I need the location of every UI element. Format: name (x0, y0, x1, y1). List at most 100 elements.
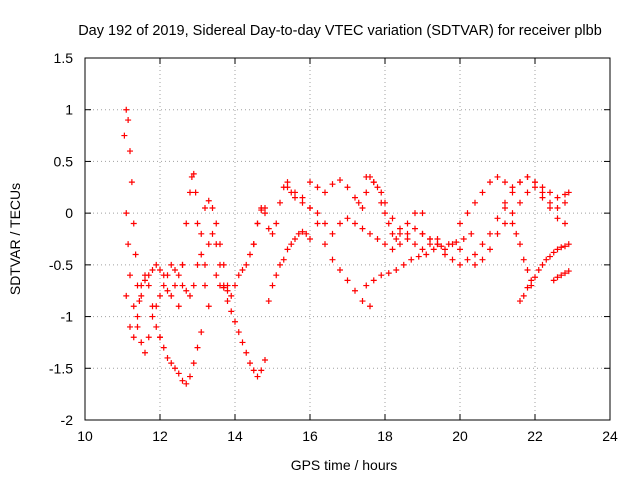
data-point (183, 220, 190, 227)
data-point (235, 272, 242, 279)
data-point (175, 272, 182, 279)
data-point (138, 282, 145, 289)
data-point (412, 210, 418, 217)
data-point (359, 225, 366, 232)
x-tick-label: 20 (452, 428, 468, 444)
data-point (198, 230, 205, 237)
y-tick-label: -1 (61, 309, 74, 325)
x-tick-label: 10 (77, 428, 93, 444)
series-arc-14 (363, 230, 475, 289)
data-point (130, 220, 137, 227)
data-point (179, 377, 186, 384)
data-point (322, 241, 328, 248)
data-point (145, 282, 152, 289)
data-point (337, 220, 343, 227)
data-point (175, 370, 182, 377)
series-arc-3 (123, 261, 186, 341)
data-points (121, 106, 572, 387)
data-point (265, 225, 272, 232)
data-point (145, 272, 152, 279)
data-point (307, 236, 313, 242)
data-point (558, 244, 565, 251)
data-point (404, 236, 411, 242)
data-point (337, 177, 343, 184)
data-point (382, 199, 388, 206)
data-point (502, 204, 508, 211)
data-point (565, 241, 572, 248)
data-point (149, 267, 156, 274)
data-point (329, 181, 336, 188)
data-point (367, 230, 373, 237)
data-point (220, 284, 227, 291)
series-arc-13 (307, 173, 426, 242)
data-point (187, 373, 193, 380)
data-point (224, 298, 231, 305)
data-point (502, 179, 508, 186)
data-point (127, 272, 133, 279)
data-point (168, 261, 175, 268)
data-point (175, 303, 182, 310)
data-point (554, 274, 561, 281)
y-tick-label: -2 (61, 412, 74, 428)
data-point (442, 246, 448, 253)
data-point (393, 236, 400, 242)
y-tick-label: 0.5 (54, 153, 74, 169)
data-point (187, 189, 193, 196)
data-point (438, 243, 445, 250)
data-point (265, 298, 272, 305)
data-point (138, 339, 145, 346)
y-tick-label: -1.5 (49, 360, 73, 376)
data-point (472, 261, 478, 268)
data-point (292, 189, 298, 196)
data-point (532, 184, 538, 191)
data-point (539, 194, 546, 201)
y-tick-label: 1 (65, 102, 73, 118)
data-point (168, 292, 175, 299)
data-point (494, 215, 501, 222)
data-point (190, 170, 197, 177)
series-arc-15 (355, 173, 441, 253)
series-arc-5 (175, 170, 212, 310)
series-arc-21 (550, 268, 572, 284)
data-point (153, 323, 160, 330)
data-point (524, 284, 531, 291)
data-point (284, 246, 291, 253)
data-point (337, 267, 343, 274)
data-point (194, 261, 201, 268)
data-point (423, 251, 430, 258)
data-point (562, 191, 568, 198)
x-tick-label: 14 (227, 428, 243, 444)
data-point (134, 313, 141, 320)
data-point (232, 282, 238, 289)
data-point (547, 253, 553, 260)
data-point (502, 199, 508, 206)
data-point (393, 267, 400, 274)
data-point (228, 308, 235, 315)
data-point (136, 298, 143, 305)
y-axis-label: SDTVAR / TECUs (7, 183, 23, 295)
data-point (172, 365, 178, 372)
series-arc-11 (284, 184, 373, 310)
data-point (404, 220, 411, 227)
data-point (344, 215, 351, 222)
plot-frame (84, 57, 611, 421)
series-arc-20 (517, 241, 572, 305)
data-point (517, 179, 523, 186)
data-point (453, 239, 460, 246)
data-point (157, 334, 163, 341)
data-point (363, 189, 370, 196)
y-axis-ticks: -2 -1.5 -1 -0.5 0 0.5 1 1.5 (49, 50, 610, 428)
data-point (385, 270, 392, 277)
data-point (487, 179, 493, 186)
data-point (509, 210, 516, 217)
data-point (205, 303, 212, 310)
data-point (352, 220, 358, 227)
data-point (487, 246, 493, 253)
data-point (378, 189, 385, 196)
x-tick-label: 22 (527, 428, 543, 444)
data-point (550, 249, 557, 256)
data-point (445, 241, 452, 248)
data-point (307, 179, 313, 186)
data-point (132, 251, 139, 258)
data-point (172, 282, 178, 289)
